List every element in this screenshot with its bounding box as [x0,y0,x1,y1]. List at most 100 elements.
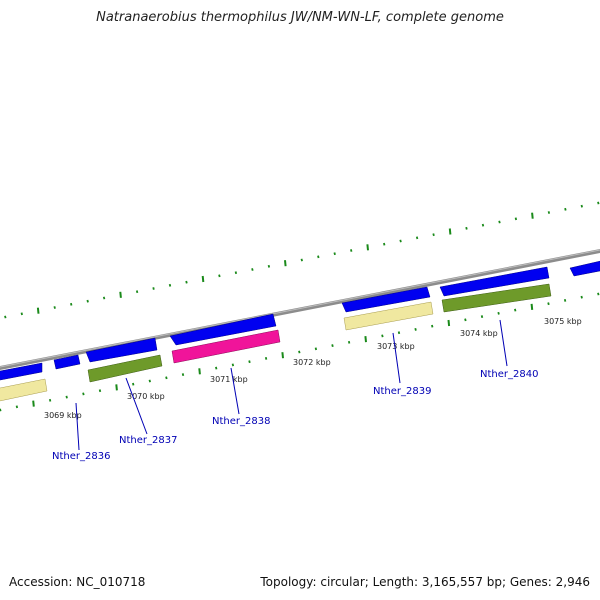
cds-arrow[interactable] [169,313,277,346]
gene-feature-yellow[interactable] [343,301,434,331]
gene-label-leaders [75,319,508,451]
minor-tick [215,366,218,370]
minor-tick [415,236,419,240]
accession-value: NC_010718 [76,575,146,589]
kbp-scale: 3069 kbp 3070 kbp 3071 kbp 3072 kbp 3073… [44,317,582,420]
kbp-label: 3072 kbp [293,358,331,367]
minor-tick [564,207,567,211]
kbp-label: 3071 kbp [210,375,248,384]
minor-tick [333,252,336,256]
minor-tick [464,318,467,322]
major-tick [36,307,40,314]
minor-tick [350,249,353,252]
minor-tick [597,292,600,296]
major-tick [115,384,118,391]
major-tick [530,303,534,310]
major-tick [32,400,35,407]
upper-tick-track [4,201,600,319]
minor-tick [185,280,188,284]
leader-line [499,319,508,367]
minor-tick [152,287,155,290]
minor-tick [231,363,235,367]
minor-tick [48,398,52,402]
minor-tick [4,315,7,319]
minor-tick [432,233,435,237]
cds-arrow[interactable] [569,260,600,277]
minor-tick [514,217,518,221]
gene-feature-green[interactable] [441,283,552,313]
minor-tick [580,295,583,299]
major-tick [281,352,284,359]
kbp-label: 3070 kbp [127,392,165,401]
major-tick [364,336,367,343]
leader-line [125,377,148,435]
minor-tick [15,405,19,409]
gene-feature-magenta[interactable] [171,329,281,364]
minor-tick [65,395,68,399]
major-tick [198,368,201,375]
minor-tick [82,392,85,396]
gene-feature-green[interactable] [87,354,163,383]
gene-labels: Nther_2836 Nther_2837 Nther_2838 Nther_2… [52,369,538,462]
minor-tick [300,258,303,262]
minor-tick [314,347,318,351]
minor-tick [580,204,583,208]
major-tick [531,212,534,219]
major-tick [366,244,369,251]
minor-tick [465,226,468,230]
gene-label[interactable]: Nther_2839 [373,386,431,397]
minor-tick [20,312,23,316]
lower-tick-track [0,292,600,412]
major-tick [448,228,452,235]
minor-tick [70,302,73,306]
minor-tick [331,344,334,348]
minor-tick [381,334,384,338]
minor-tick [248,360,251,364]
cds-arrow[interactable] [85,337,158,363]
genome-backbone [0,248,600,371]
minor-tick [86,299,89,303]
minor-tick [135,290,139,294]
minor-tick [414,327,417,331]
minor-tick [132,382,135,386]
gene-feature-yellow[interactable] [0,378,48,402]
minor-tick [317,255,320,259]
cds-arrow[interactable] [341,286,431,313]
genome-stats-footer: Topology: circular; Length: 3,165,557 bp… [260,575,590,589]
minor-tick [498,220,501,224]
kbp-label: 3069 kbp [44,411,82,420]
minor-tick [165,376,168,380]
minor-tick [497,311,500,315]
minor-tick [399,239,402,243]
minor-tick [480,315,484,319]
minor-tick [563,298,567,302]
minor-tick [431,324,434,328]
minor-tick [251,268,254,271]
gene-feature-track [0,283,552,402]
gene-label[interactable]: Nther_2840 [480,369,538,380]
minor-tick [347,340,351,344]
leader-line [75,402,80,451]
minor-tick [98,389,102,393]
major-tick [284,260,287,267]
cds-arrow[interactable] [0,362,43,381]
accession-label: Accession: [9,575,73,589]
minor-tick [383,242,386,246]
minor-tick [267,264,271,268]
minor-tick [397,331,401,335]
gene-label[interactable]: Nther_2838 [212,416,270,427]
cds-track [0,260,600,381]
kbp-label: 3075 kbp [544,317,582,326]
major-tick [447,319,451,327]
cds-arrow[interactable] [439,266,550,297]
gene-label[interactable]: Nther_2837 [119,435,177,446]
minor-tick [181,373,185,377]
cds-arrow[interactable] [53,354,81,370]
minor-tick [597,201,600,205]
minor-tick [264,356,268,360]
minor-tick [218,274,221,278]
kbp-label: 3074 kbp [460,329,498,338]
gene-label[interactable]: Nther_2836 [52,451,110,462]
major-tick [119,291,122,298]
genome-backbone-highlight [0,249,600,368]
